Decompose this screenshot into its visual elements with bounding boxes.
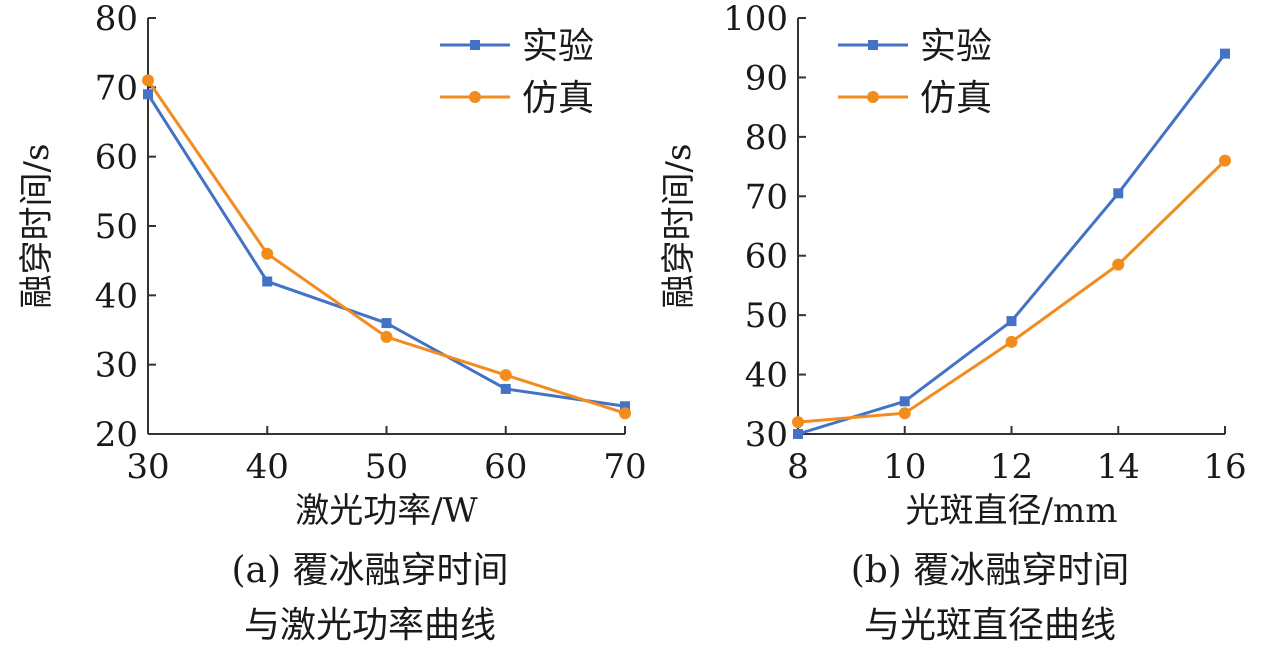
caption-line-2: 与光斑直径曲线 xyxy=(864,605,1116,646)
caption-line-1: (b) 覆冰融穿时间 xyxy=(851,550,1130,591)
data-point-experiment xyxy=(500,383,511,394)
data-point-experiment xyxy=(143,89,153,100)
legend-label: 实验 xyxy=(522,26,594,67)
legend-label: 实验 xyxy=(920,26,992,67)
y-tick-label: 50 xyxy=(95,207,138,247)
data-point-simulation xyxy=(1112,258,1125,271)
data-point-experiment xyxy=(793,429,803,439)
data-point-experiment xyxy=(1220,48,1230,59)
x-tick-label: 60 xyxy=(484,447,527,487)
y-tick-label: 30 xyxy=(95,346,138,386)
x-axis-title: 激光功率/W xyxy=(295,491,477,531)
y-tick-label: 50 xyxy=(745,296,788,336)
y-tick-label: 80 xyxy=(95,0,138,39)
x-tick-label: 10 xyxy=(883,447,926,487)
data-point-experiment xyxy=(620,401,630,412)
data-point-experiment xyxy=(1006,316,1017,327)
legend-label: 仿真 xyxy=(920,78,992,119)
data-point-simulation xyxy=(380,330,393,343)
x-tick-label: 14 xyxy=(1097,447,1140,487)
data-point-experiment xyxy=(381,318,392,329)
y-tick-label: 100 xyxy=(723,0,788,39)
x-tick-label: 16 xyxy=(1203,447,1246,487)
x-tick-label: 8 xyxy=(787,447,809,487)
data-point-simulation xyxy=(1005,335,1018,348)
series-line-experiment xyxy=(797,52,1227,436)
series-line-simulation xyxy=(146,79,626,415)
y-tick-label: 40 xyxy=(745,356,788,396)
x-tick-label: 12 xyxy=(990,447,1033,487)
caption-line-1: (a) 覆冰融穿时间 xyxy=(232,550,509,591)
data-point-simulation xyxy=(1219,154,1231,167)
legend-marker-circle xyxy=(469,91,481,103)
y-axis-title: 融穿时间/s xyxy=(659,144,699,309)
x-tick-label: 50 xyxy=(365,447,408,487)
legend-marker-square xyxy=(470,40,480,50)
series-line-experiment xyxy=(146,93,626,408)
y-tick-label: 20 xyxy=(95,415,138,455)
caption-line-2: 与激光功率曲线 xyxy=(244,605,496,646)
x-axis-title: 光斑直径/mm xyxy=(906,491,1118,531)
x-tick-label: 40 xyxy=(246,447,289,487)
y-tick-label: 60 xyxy=(95,138,138,178)
x-tick-label: 70 xyxy=(603,447,646,487)
y-tick-label: 40 xyxy=(95,276,138,316)
y-tick-label: 70 xyxy=(745,177,788,217)
y-tick-label: 60 xyxy=(745,237,788,277)
series-line-simulation xyxy=(797,159,1227,424)
legend-marker-circle xyxy=(867,91,879,103)
data-point-experiment xyxy=(1113,188,1124,199)
y-tick-label: 30 xyxy=(745,415,788,455)
y-tick-label: 80 xyxy=(745,118,788,158)
data-point-simulation xyxy=(898,407,911,420)
legend-marker-square xyxy=(868,40,878,50)
data-point-experiment xyxy=(262,276,273,287)
x-tick-label: 30 xyxy=(126,447,169,487)
data-point-experiment xyxy=(899,396,910,407)
data-point-simulation xyxy=(619,407,631,420)
y-tick-label: 70 xyxy=(95,68,138,108)
data-point-simulation xyxy=(499,369,512,382)
y-axis-title: 融穿时间/s xyxy=(17,144,57,309)
data-point-simulation xyxy=(792,416,804,429)
y-tick-label: 90 xyxy=(745,58,788,98)
legend-label: 仿真 xyxy=(522,78,594,119)
data-point-simulation xyxy=(261,247,274,260)
chart-b: 30 40 50 60 70 80 90 100 8 10 12 14 16 融穿时间/s 光斑直径/mm (… xyxy=(659,0,1247,646)
data-point-simulation xyxy=(142,74,154,87)
